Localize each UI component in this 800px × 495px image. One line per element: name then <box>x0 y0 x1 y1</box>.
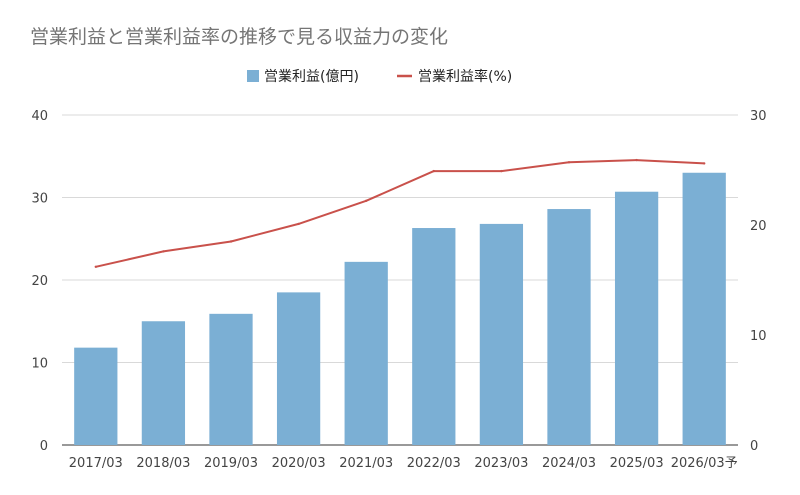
line-point <box>703 162 706 165</box>
line-point <box>365 199 368 202</box>
x-tick-label: 2026/03予 <box>671 456 738 471</box>
bar <box>141 321 186 445</box>
y-right-tick-label: 10 <box>750 329 767 344</box>
y-left-tick-label: 40 <box>31 109 48 124</box>
line-point <box>94 265 98 268</box>
bar <box>344 261 388 445</box>
x-tick-label: 2020/03 <box>272 456 326 471</box>
x-tick-label: 2025/03 <box>610 456 664 471</box>
bar <box>547 209 591 445</box>
x-tick-label: 2019/03 <box>204 456 258 471</box>
bar <box>479 223 524 445</box>
bar <box>74 347 118 445</box>
line-point <box>635 158 638 162</box>
y-right-tick-label: 30 <box>750 109 767 124</box>
line-point <box>567 161 571 164</box>
line-point <box>500 169 503 173</box>
line-point <box>229 240 233 243</box>
legend-label-bar: 営業利益(億円) <box>264 69 359 85</box>
x-tick-label: 2017/03 <box>69 456 123 471</box>
legend-swatch-bar <box>247 70 259 82</box>
bar <box>412 228 456 445</box>
series-line-margin <box>95 159 705 268</box>
y-left-tick-label: 0 <box>40 439 48 454</box>
x-tick-label: 2018/03 <box>136 456 190 471</box>
x-tick-label: 2021/03 <box>339 456 393 471</box>
line-point <box>432 169 435 173</box>
bar <box>276 292 321 445</box>
line-point <box>297 222 300 226</box>
y-left-tick-label: 30 <box>31 192 48 207</box>
line-point <box>162 250 165 253</box>
y-left-tick-label: 20 <box>31 274 48 289</box>
x-tick-label: 2022/03 <box>407 456 461 471</box>
y-right-tick-label: 0 <box>750 439 758 454</box>
x-tick-label: 2024/03 <box>542 456 596 471</box>
x-tick-label: 2023/03 <box>474 456 528 471</box>
bar <box>682 172 726 445</box>
chart-title: 営業利益と営業利益率の推移で見る収益力の変化 <box>30 26 449 48</box>
y-right-tick-label: 20 <box>750 219 767 234</box>
y-left-tick-label: 10 <box>31 357 48 372</box>
bar <box>614 191 659 445</box>
bar <box>209 313 253 445</box>
legend-label-line: 営業利益率(%) <box>418 68 512 85</box>
